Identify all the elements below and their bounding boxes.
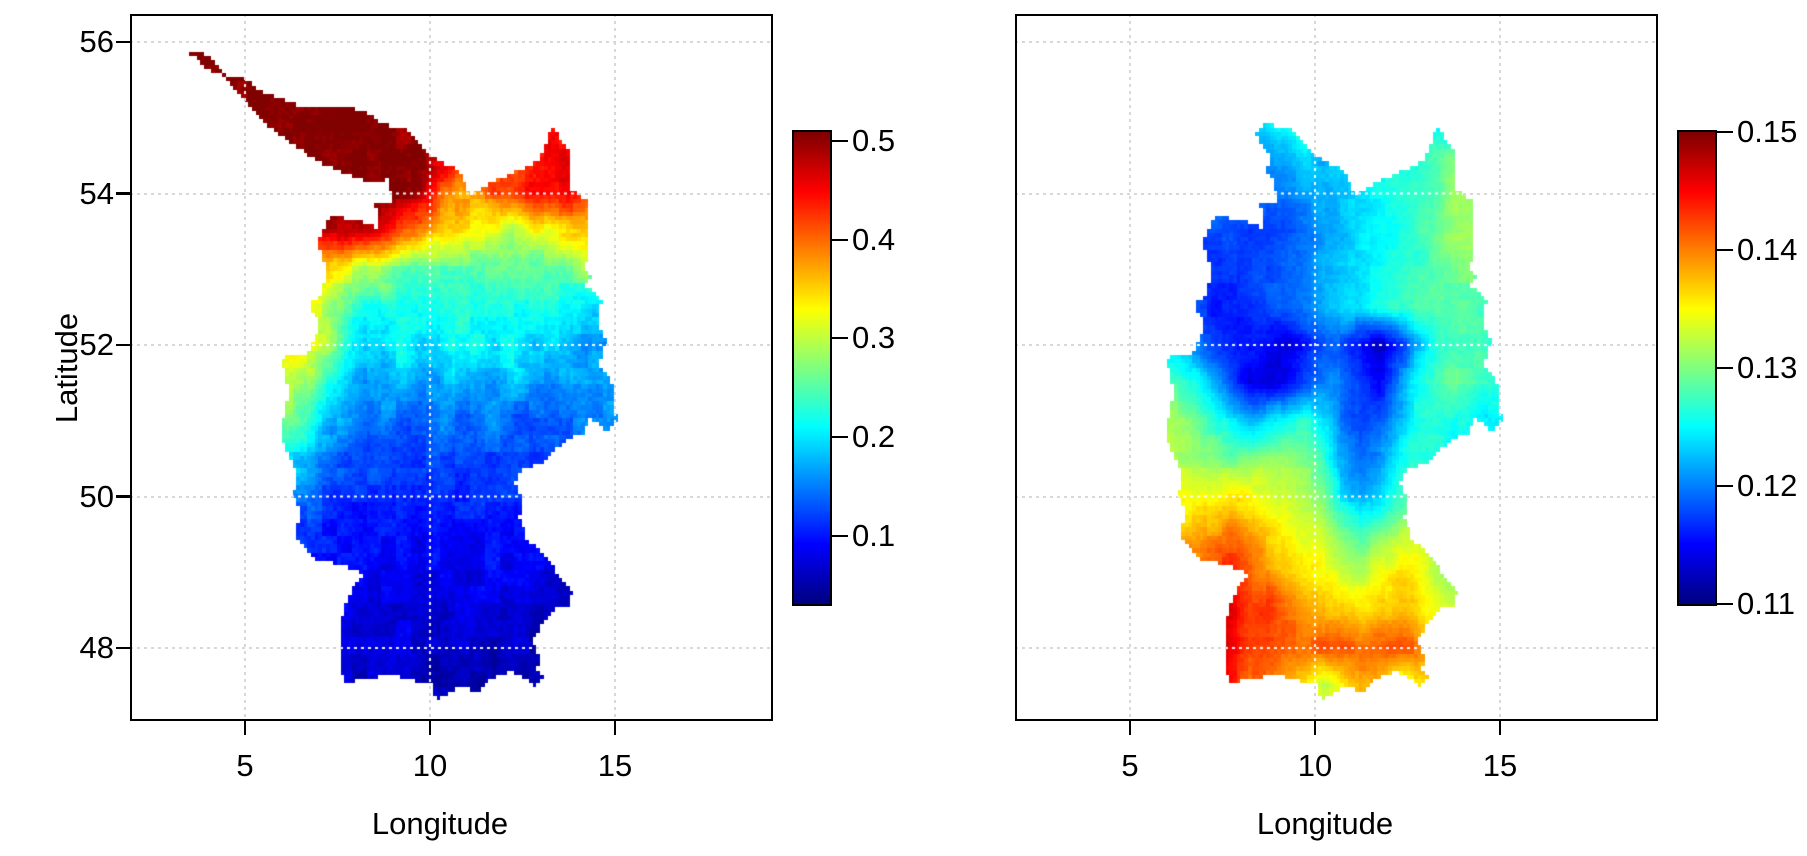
x-tick-label-15: 15 [1482,748,1518,783]
y-tick-48 [116,646,130,650]
colorbar-tick-left-3 [832,436,848,439]
colorbar-tick-left-0 [832,139,848,142]
y-tick-56 [116,40,130,44]
y-tick-label-56: 56 [79,24,114,59]
heatmap-raster-left [130,14,773,721]
colorbar-tick-label-left-3: 0.2 [852,419,896,455]
colorbar-tick-label-left-2: 0.3 [852,320,896,356]
y-tick-label-52: 52 [79,327,114,362]
heatmap-raster-right [1015,14,1658,721]
x-tick-5 [243,721,247,735]
y-tick-label-54: 54 [79,175,114,211]
colorbar-tick-right-4 [1717,603,1733,605]
colorbar-tick-right-3 [1717,485,1733,487]
x-tick-label-10: 10 [1297,748,1333,783]
x-tick-label-5: 5 [236,748,254,783]
colorbar-tick-label-right-0: 0.15 [1737,114,1798,149]
y-tick-label-50: 50 [79,478,114,514]
y-tick-54 [116,192,130,195]
y-tick-52 [116,343,130,347]
colorbar-tick-label-right-1: 0.14 [1737,232,1798,267]
colorbar-tick-left-4 [832,534,848,537]
x-tick-10 [428,721,432,735]
colorbar-tick-label-left-0: 0.5 [852,122,896,158]
colorbar-tick-right-1 [1717,249,1733,251]
colorbar-tick-label-right-2: 0.13 [1737,350,1798,385]
right-xaxis-title: Longitude [1256,806,1394,841]
y-tick-label-48: 48 [79,630,114,665]
colorbar-tick-right-2 [1717,367,1733,369]
x-tick-15 [613,721,617,735]
colorbar-tick-label-left-1: 0.4 [852,221,896,257]
x-tick-15 [1498,721,1502,735]
y-tick-50 [116,495,130,498]
x-tick-label-10: 10 [412,748,448,783]
colorbar-tick-left-2 [832,337,848,340]
colorbar-tick-label-right-3: 0.12 [1737,468,1798,503]
colorbar-tick-label-left-4: 0.1 [852,517,896,553]
colorbar-tick-label-right-4: 0.11 [1737,586,1796,621]
x-tick-10 [1313,721,1317,735]
x-tick-label-15: 15 [597,748,633,783]
x-tick-label-5: 5 [1121,748,1139,783]
x-tick-5 [1128,721,1132,735]
colorbar-right [1679,132,1715,604]
colorbar-tick-left-1 [832,238,848,241]
left-xaxis-title: Longitude [371,806,509,841]
colorbar-left [794,132,830,604]
colorbar-tick-right-0 [1717,131,1733,133]
